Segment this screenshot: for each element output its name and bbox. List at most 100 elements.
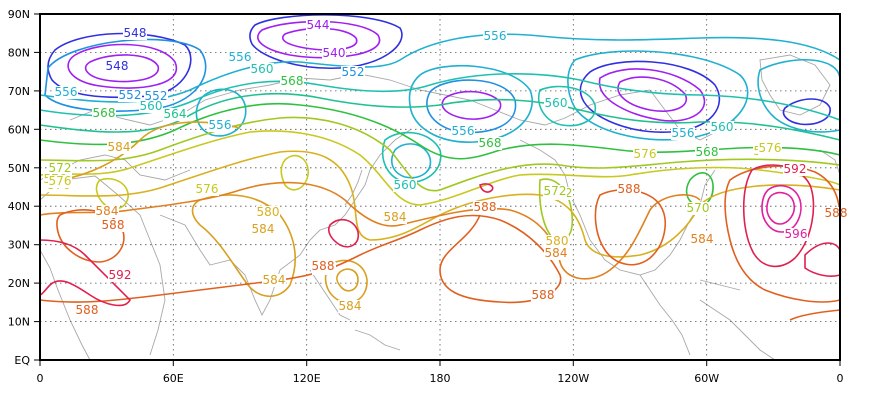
contour-label-background (251, 223, 275, 236)
contour-label: 584 (384, 210, 407, 224)
contour-label-background (144, 90, 168, 103)
contour-label: 588 (825, 206, 848, 220)
contour-label-background (118, 89, 142, 102)
contour-label-background (92, 107, 116, 120)
contour-label: 560 (545, 96, 568, 110)
lon-label: 60W (694, 372, 719, 385)
contour-label-background (531, 289, 555, 302)
contour-label-background (617, 183, 641, 196)
contour-label-background (208, 119, 232, 132)
contour-label: 568 (281, 74, 304, 88)
contour-label-background (306, 19, 330, 32)
contour-label: 552 (145, 89, 168, 103)
contour-label-background (256, 206, 280, 219)
graticule (40, 14, 840, 360)
contour-label-background (451, 125, 475, 138)
contour-label: 548 (124, 26, 147, 40)
contour-label-background (544, 247, 568, 260)
contour-label-background (545, 235, 569, 248)
contour-label: 556 (452, 124, 475, 138)
contour-label-background (686, 202, 710, 215)
contour-label: 568 (93, 106, 116, 120)
contour-label-background (695, 146, 719, 159)
contour-label-background (393, 179, 417, 192)
contour-label: 568 (696, 145, 719, 159)
contour-label: 584 (252, 222, 275, 236)
contour-label-background (107, 141, 131, 154)
contour-label: 564 (164, 107, 187, 121)
contour-label-background (543, 185, 567, 198)
lat-label: 90N (8, 8, 30, 21)
contour-label: 552 (342, 65, 365, 79)
contour-label: 556 (672, 126, 695, 140)
lon-label: 120W (557, 372, 589, 385)
contour-label-background (633, 148, 657, 161)
contour-label: 592 (784, 162, 807, 176)
contour-label-background (483, 30, 507, 43)
lat-label: 10N (8, 316, 30, 329)
contour-label: 560 (140, 99, 163, 113)
contour-label-background (311, 260, 335, 273)
contour-label: 576 (49, 174, 72, 188)
lat-label: 80N (8, 46, 30, 59)
contour-label-background (824, 207, 848, 220)
axis-ticks (34, 13, 841, 366)
contour-label-background (101, 219, 125, 232)
contour-label-background (105, 60, 129, 73)
lat-label: 70N (8, 85, 30, 98)
contour-label-background (671, 127, 695, 140)
map-plot-area (40, 14, 840, 360)
contour-label-background (341, 66, 365, 79)
lon-label: 0 (837, 372, 844, 385)
contour-label-background (322, 47, 346, 60)
longitude-labels: 0 60E 120E 180 120W 60W 0 (37, 372, 844, 385)
contour-label: 548 (106, 59, 129, 73)
contour-label: 588 (618, 182, 641, 196)
contour-label: 556 (55, 85, 78, 99)
contour-label-background (690, 233, 714, 246)
contour-label: 580 (546, 234, 569, 248)
contour-label-background (280, 75, 304, 88)
contour-label: 592 (109, 268, 132, 282)
contour-label-background (123, 27, 147, 40)
contour-label: 584 (108, 140, 131, 154)
contour-label-background (784, 228, 808, 241)
contour-label: 576 (196, 182, 219, 196)
contour-label: 580 (257, 205, 280, 219)
contour-label-background (54, 86, 78, 99)
contour-label-background (95, 205, 119, 218)
contour-label-background (758, 142, 782, 155)
contour-label-background (783, 163, 807, 176)
contour-label-background (473, 201, 497, 214)
contour-label-background (262, 274, 286, 287)
contour-label: 588 (532, 288, 555, 302)
lat-label: 20N (8, 277, 30, 290)
lat-label: 40N (8, 200, 30, 213)
contour-label: 588 (102, 218, 125, 232)
contour-label: 544 (307, 18, 330, 32)
contour-label-background (544, 97, 568, 110)
contour-label: 572 (544, 184, 567, 198)
height-contours (39, 14, 841, 321)
contour-label: 588 (312, 259, 335, 273)
lon-label: 0 (37, 372, 44, 385)
contour-label: 540 (323, 46, 346, 60)
contour-label-background (338, 300, 362, 313)
contour-label: 552 (119, 88, 142, 102)
lat-label: 60N (8, 123, 30, 136)
contour-label: 560 (711, 120, 734, 134)
contour-label-background (48, 162, 72, 175)
contour-label: 570 (687, 201, 710, 215)
coastlines (39, 54, 841, 361)
contour-label-background (195, 183, 219, 196)
contour-label: 584 (339, 299, 362, 313)
contour-label: 556 (209, 118, 232, 132)
contour-label-background (710, 121, 734, 134)
contour-label: 572 (49, 161, 72, 175)
lat-label: 50N (8, 162, 30, 175)
contour-label: 588 (474, 200, 497, 214)
contour-label: 576 (759, 141, 782, 155)
contour-label-background (478, 137, 502, 150)
contour-label: 588 (76, 303, 99, 317)
